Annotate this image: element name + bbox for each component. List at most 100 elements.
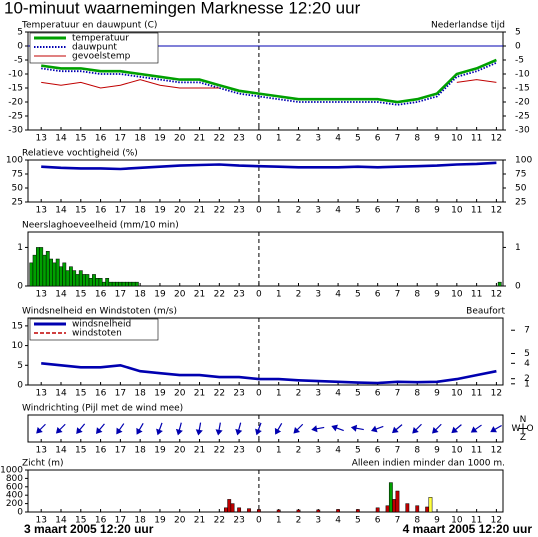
x-tick-label: 9 xyxy=(434,206,440,216)
legend-label: windstoten xyxy=(72,329,122,339)
x-tick-label: 9 xyxy=(434,389,440,399)
x-tick-label: 1 xyxy=(276,446,282,456)
panel-note: Alleen indien minder dan 1000 m. xyxy=(352,459,505,469)
y-tick-label-right: 5 xyxy=(515,28,521,38)
y-tick-label: 400 xyxy=(6,491,23,501)
x-tick-label: 4 xyxy=(335,206,341,216)
x-tick-label: 2 xyxy=(296,446,302,456)
panel-title: Relatieve vochtigheid (%) xyxy=(22,149,138,159)
panel-note: Nederlandse tijd xyxy=(431,21,505,31)
y-tick-label: -25 xyxy=(8,112,23,122)
x-tick-label: 2 xyxy=(296,290,302,300)
wind-arrow xyxy=(156,422,163,436)
bar xyxy=(32,254,37,287)
x-tick-label: 7 xyxy=(395,134,401,144)
x-tick-label: 8 xyxy=(414,290,420,300)
x-tick-label: 8 xyxy=(414,206,420,216)
legend-label: gevoelstemp xyxy=(72,52,131,62)
y-tick-label: 1000 xyxy=(0,466,23,476)
x-tick-label: 19 xyxy=(154,134,166,144)
x-tick-label: 1 xyxy=(276,134,282,144)
y2-tick-label: 4 xyxy=(524,359,530,369)
x-tick-label: 19 xyxy=(154,389,166,399)
x-tick-label: 17 xyxy=(115,516,126,526)
y-tick-label: 600 xyxy=(6,482,23,492)
bar xyxy=(388,482,393,513)
x-tick-label: 10 xyxy=(451,206,463,216)
x-tick-label: 14 xyxy=(55,446,67,456)
x-tick-label: 7 xyxy=(395,206,401,216)
x-tick-label: 11 xyxy=(471,516,482,526)
x-tick-label: 14 xyxy=(55,516,67,526)
x-tick-label: 10 xyxy=(451,446,463,456)
wind-arrow xyxy=(431,423,442,434)
x-tick-label: 18 xyxy=(134,134,146,144)
bar xyxy=(230,503,235,513)
y-tick-label-right: 0 xyxy=(515,42,521,52)
panel-title: Windrichting (Pijl met de wind mee) xyxy=(22,404,183,414)
bar xyxy=(316,509,321,513)
y-tick-label: -20 xyxy=(8,98,23,108)
bar xyxy=(78,270,83,287)
bar xyxy=(296,509,301,513)
y-tick-label: 50 xyxy=(12,184,24,194)
bar xyxy=(45,251,50,287)
y-tick-label: -30 xyxy=(8,126,23,136)
bar xyxy=(227,499,232,513)
panel-note: Beaufort xyxy=(466,307,505,317)
x-tick-label: 16 xyxy=(95,290,107,300)
wind-arrow xyxy=(412,423,422,434)
wind-arrow xyxy=(451,424,462,434)
y-tick-label: 75 xyxy=(12,170,23,180)
wind-arrow xyxy=(55,423,66,434)
x-tick-label: 5 xyxy=(355,290,361,300)
x-tick-label: 4 xyxy=(335,389,341,399)
bar xyxy=(134,281,139,287)
y-tick-label-right: 100 xyxy=(515,156,532,166)
bar xyxy=(276,509,281,513)
x-tick-label: 17 xyxy=(115,389,126,399)
x-tick-label: 6 xyxy=(375,290,381,300)
series-line xyxy=(41,362,497,385)
x-tick-label: 12 xyxy=(491,446,502,456)
y-tick-label: 15 xyxy=(12,321,23,331)
panel-frame xyxy=(27,469,504,513)
bar xyxy=(224,507,228,513)
wind-arrow xyxy=(470,424,482,433)
y-tick-label: 100 xyxy=(6,156,23,166)
bar xyxy=(59,266,63,287)
y2-tick-label: 7 xyxy=(524,326,530,336)
bar xyxy=(82,274,86,287)
x-tick-label: 3 xyxy=(315,134,321,144)
x-tick-label: 23 xyxy=(233,516,244,526)
x-tick-label: 16 xyxy=(95,446,107,456)
compass-label: N xyxy=(520,415,527,425)
y2-tick-label: 5 xyxy=(524,349,530,359)
x-tick-label: 20 xyxy=(174,446,186,456)
x-tick-label: 17 xyxy=(115,134,126,144)
x-tick-label: 22 xyxy=(214,389,225,399)
y-tick-label: -10 xyxy=(8,70,23,80)
x-tick-label: 11 xyxy=(471,206,482,216)
y-tick-label: -15 xyxy=(8,84,23,94)
x-tick-label: 3 xyxy=(315,446,321,456)
x-tick-label: 10 xyxy=(451,516,463,526)
panel-title: Windsnelheid en Windstoten (m/s) xyxy=(22,307,177,317)
x-tick-label: 0 xyxy=(256,134,262,144)
compass-cross xyxy=(519,423,527,434)
x-tick-label: 12 xyxy=(491,134,502,144)
x-tick-label: 15 xyxy=(75,134,86,144)
series-line xyxy=(41,79,497,89)
x-tick-label: 3 xyxy=(315,290,321,300)
y2-tick-label: 2 xyxy=(524,374,530,384)
x-tick-label: 20 xyxy=(174,516,186,526)
x-tick-label: 11 xyxy=(471,446,482,456)
x-tick-label: 1 xyxy=(276,206,282,216)
x-tick-label: 17 xyxy=(115,290,126,300)
y-tick-label-right: -30 xyxy=(515,126,530,136)
x-tick-label: 4 xyxy=(335,446,341,456)
y-tick-label-right: -20 xyxy=(515,98,530,108)
y-tick-label: 1 xyxy=(17,243,23,253)
bar xyxy=(95,278,100,287)
x-tick-label: 3 xyxy=(315,389,321,399)
